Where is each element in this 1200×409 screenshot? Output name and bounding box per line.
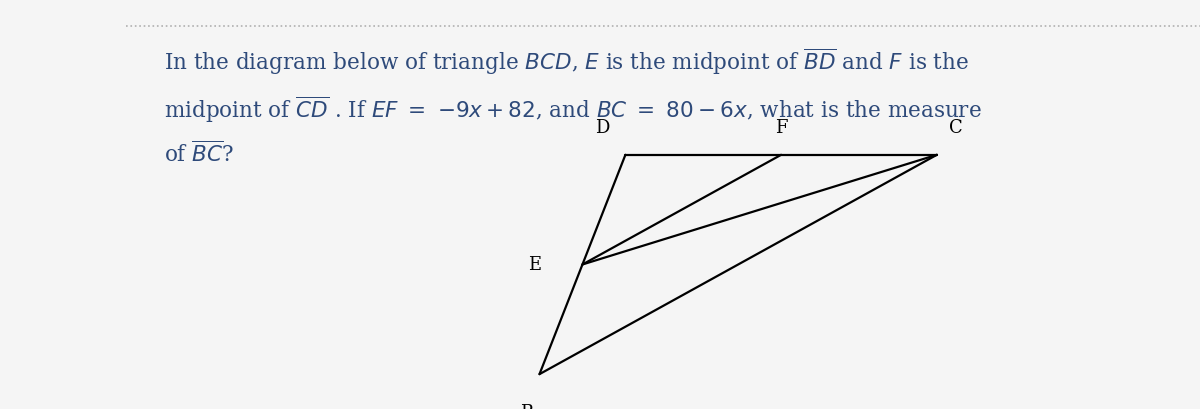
Text: of $\overline{\mathit{BC}}$?: of $\overline{\mathit{BC}}$? — [163, 141, 234, 166]
Text: midpoint of $\overline{\mathit{CD}}$ . If $\mathit{EF}$ $=$ $-9x + 82$, and $\ma: midpoint of $\overline{\mathit{CD}}$ . I… — [163, 94, 982, 124]
Text: C: C — [949, 119, 964, 137]
Text: F: F — [775, 119, 787, 137]
Text: D: D — [594, 119, 608, 137]
Text: E: E — [528, 256, 541, 274]
Text: B: B — [520, 403, 533, 409]
Text: In the diagram below of triangle $\mathit{BCD}$, $\mathit{E}$ is the midpoint of: In the diagram below of triangle $\mathi… — [163, 47, 968, 77]
